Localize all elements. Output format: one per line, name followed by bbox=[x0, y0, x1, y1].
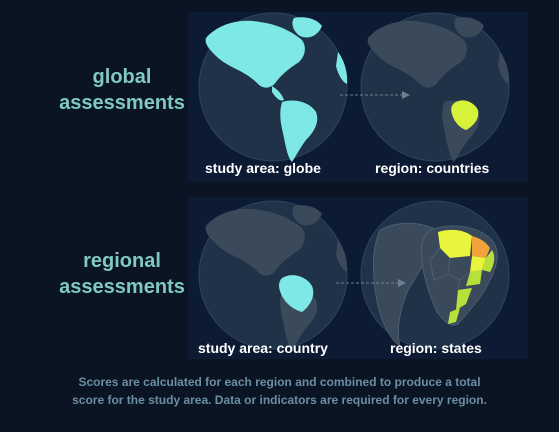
caption-study-area-globe: study area: globe bbox=[205, 160, 321, 176]
arrow-top bbox=[340, 91, 410, 99]
footnote-line-2: score for the study area. Data or indica… bbox=[72, 393, 487, 407]
title-line-2: assessments bbox=[59, 276, 185, 298]
globe-study-area-globe bbox=[198, 12, 348, 162]
brazil-shape bbox=[451, 100, 479, 130]
title-line-1: regional bbox=[83, 250, 161, 272]
global-assessments-title: global assessments bbox=[32, 64, 212, 116]
arrow-bottom bbox=[336, 279, 406, 287]
state-north-yellow bbox=[438, 229, 472, 258]
title-line-1: global bbox=[92, 66, 152, 88]
north-america-shape bbox=[205, 20, 305, 88]
globe-region-states bbox=[360, 200, 510, 350]
caption-region-countries: region: countries bbox=[375, 160, 490, 176]
state-northeast-green bbox=[482, 250, 495, 272]
state-southeast-green bbox=[466, 270, 482, 286]
state-south-green bbox=[456, 288, 472, 310]
state-northeast-orange bbox=[472, 236, 490, 258]
globe-study-area-country bbox=[198, 200, 348, 350]
title-line-2: assessments bbox=[59, 92, 185, 114]
regional-assessments-title: regional assessments bbox=[32, 248, 212, 300]
globe-region-countries bbox=[360, 12, 510, 162]
caption-region-states: region: states bbox=[390, 340, 482, 356]
footnote: Scores are calculated for each region an… bbox=[0, 373, 559, 409]
south-america-shape bbox=[280, 100, 318, 162]
footnote-line-1: Scores are calculated for each region an… bbox=[78, 375, 481, 389]
state-southmost-green bbox=[448, 308, 460, 324]
greenland-shape bbox=[292, 17, 322, 38]
caption-study-area-country: study area: country bbox=[198, 340, 328, 356]
state-east-yellow bbox=[470, 256, 486, 272]
brazil-shape bbox=[279, 275, 314, 312]
